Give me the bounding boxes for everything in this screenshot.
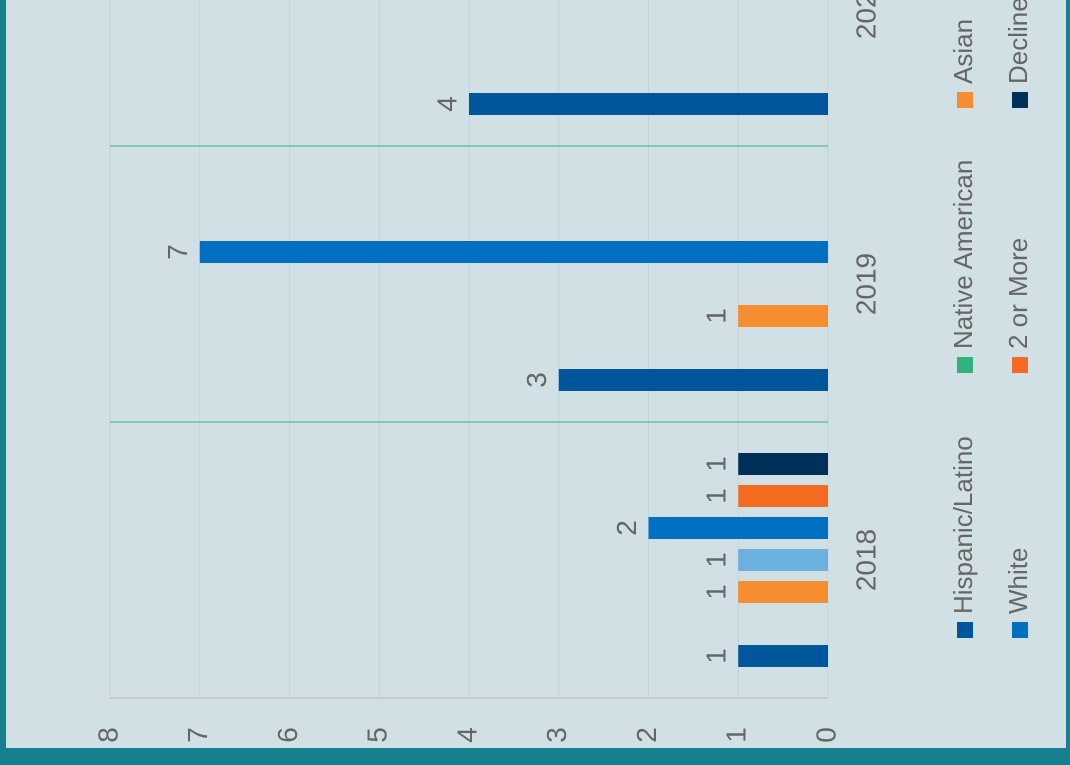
- x-tick-label: 2019: [850, 253, 881, 315]
- bar: [738, 485, 828, 507]
- bar: [738, 453, 828, 475]
- x-tick-label: 2020: [850, 0, 881, 39]
- data-label: 1: [701, 648, 732, 664]
- bar: [738, 549, 828, 571]
- bar: [738, 305, 828, 327]
- legend-label: Native American: [948, 160, 978, 349]
- legend-swatch: [957, 357, 973, 373]
- legend-swatch: [1012, 357, 1028, 373]
- data-label: 1: [701, 584, 732, 600]
- data-label: 1: [701, 456, 732, 472]
- y-tick-label: 6: [272, 727, 303, 743]
- data-label: 3: [521, 372, 552, 388]
- y-tick-label: 1: [721, 727, 752, 743]
- y-tick-label: 8: [92, 727, 123, 743]
- data-label: 2: [611, 520, 642, 536]
- y-tick-label: 4: [451, 727, 482, 743]
- data-label: 1: [701, 552, 732, 568]
- bar: [648, 517, 828, 539]
- bar: [738, 581, 828, 603]
- y-tick-label: 5: [362, 727, 393, 743]
- data-label: 7: [162, 244, 193, 260]
- data-label: 4: [431, 96, 462, 112]
- bar: [558, 369, 828, 391]
- y-tick-label: 7: [182, 727, 213, 743]
- legend-label: Asian: [948, 19, 978, 84]
- plot-panel: [6, 0, 1066, 748]
- bar: [199, 241, 828, 263]
- data-label: 1: [701, 308, 732, 324]
- y-tick-label: 0: [810, 727, 841, 743]
- legend-label: 2 or More: [1003, 238, 1033, 349]
- legend-label: Hispanic/Latino: [948, 436, 978, 614]
- legend-swatch: [957, 92, 973, 108]
- legend-label: White: [1003, 548, 1033, 614]
- legend-label: Declined: [1003, 0, 1033, 84]
- x-tick-label: 2018: [850, 529, 881, 591]
- y-tick-label: 3: [541, 727, 572, 743]
- bar: [469, 93, 828, 115]
- data-label: 1: [701, 488, 732, 504]
- legend-swatch: [957, 622, 973, 638]
- bar: [738, 645, 828, 667]
- y-tick-label: 2: [631, 727, 662, 743]
- legend-swatch: [1012, 92, 1028, 108]
- legend-swatch: [1012, 622, 1028, 638]
